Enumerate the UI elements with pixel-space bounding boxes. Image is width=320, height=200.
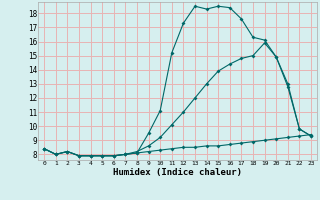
X-axis label: Humidex (Indice chaleur): Humidex (Indice chaleur) <box>113 168 242 177</box>
